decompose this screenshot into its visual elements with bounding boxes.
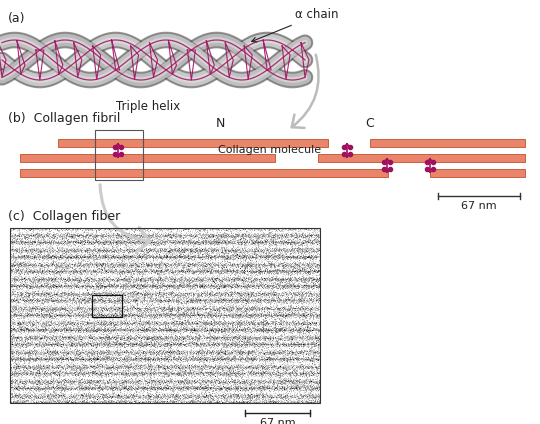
Bar	[10, 228, 320, 403]
Text: α chain: α chain	[252, 8, 339, 42]
Bar	[370, 139, 525, 147]
Bar	[430, 169, 525, 177]
Text: Collagen molecule: Collagen molecule	[219, 145, 321, 155]
Bar	[95, 130, 143, 180]
FancyArrowPatch shape	[292, 55, 319, 128]
Text: 67 nm: 67 nm	[461, 201, 497, 211]
Text: N: N	[215, 117, 225, 130]
Text: (a): (a)	[8, 12, 25, 25]
Bar	[318, 154, 525, 162]
Text: (b)  Collagen fibril: (b) Collagen fibril	[8, 112, 120, 125]
Text: (c)  Collagen fiber: (c) Collagen fiber	[8, 210, 120, 223]
Bar	[92, 295, 122, 317]
Bar	[20, 154, 275, 162]
Bar	[58, 139, 328, 147]
Text: C: C	[366, 117, 374, 130]
Text: 67 nm: 67 nm	[260, 418, 295, 424]
FancyArrowPatch shape	[100, 185, 150, 252]
Bar	[20, 169, 388, 177]
Text: Triple helix: Triple helix	[116, 100, 180, 113]
